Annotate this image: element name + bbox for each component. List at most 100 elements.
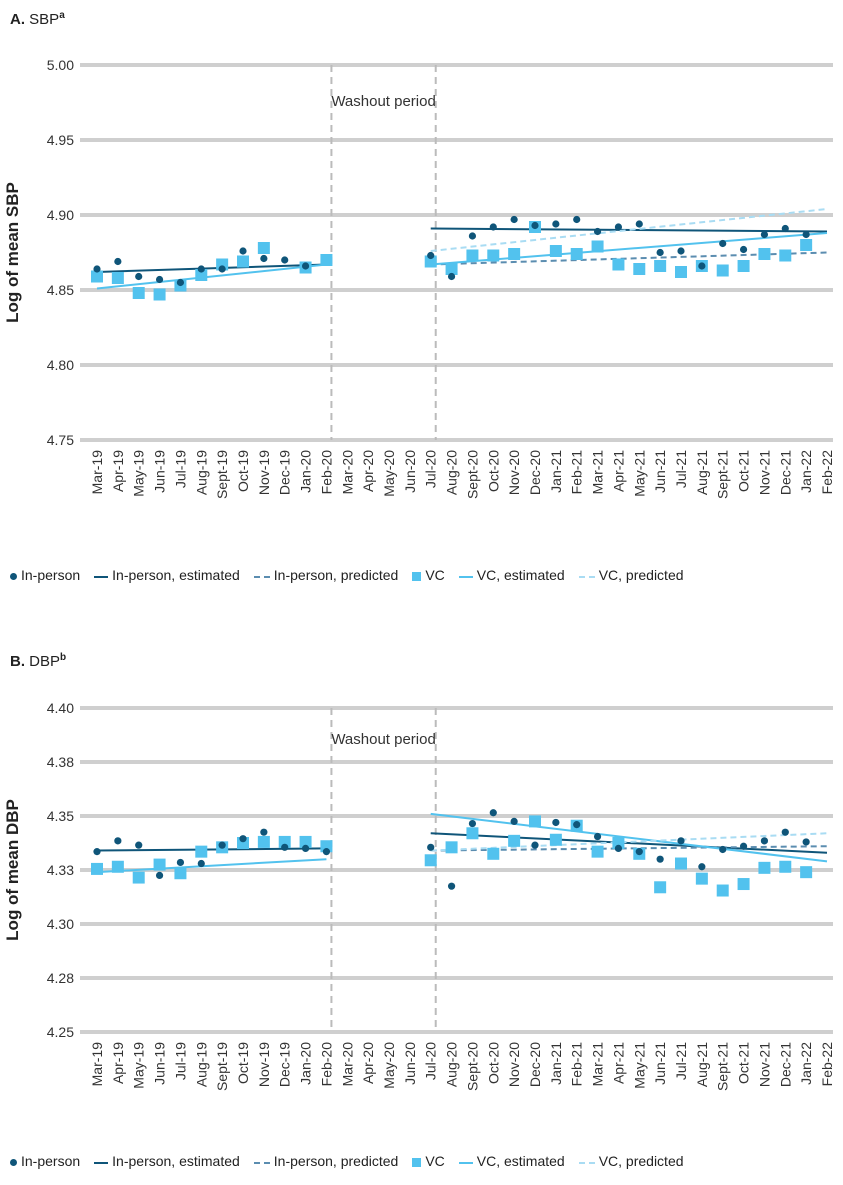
in-person-point [760,837,769,845]
vc-point [320,840,333,853]
x-tick-label: Oct-20 [485,450,501,492]
vc-point [758,248,771,260]
x-tick-label: Dec-21 [777,1042,793,1087]
in-person-point [301,844,310,852]
legend-label: In-person, predicted [273,1153,399,1170]
y-tick-label: 5.00 [47,57,74,73]
legend-swatch [458,1161,473,1164]
washout-annotation: Washout period [331,93,436,110]
x-tick-label: May-20 [381,1042,397,1089]
x-tick-label: Jan-21 [548,1042,564,1085]
x-tick-label: Jan-21 [548,450,564,493]
y-tick-label: 4.28 [47,970,74,986]
x-tick-label: Apr-21 [610,1042,626,1084]
x-tick-label: Aug-19 [193,1042,209,1087]
x-tick-label: Sept-19 [214,1042,230,1091]
in-person-point [218,265,226,273]
legend-swatch [578,575,595,578]
x-tick-label: Oct-20 [485,1042,501,1084]
x-tick-label: Sept-20 [464,450,480,499]
legend-label: VC, estimated [476,567,565,584]
x-tick-label: Apr-19 [110,1042,126,1084]
in-person-point [114,837,122,845]
legend-label: In-person, predicted [273,567,399,584]
vc-point [91,270,103,283]
x-tick-label: Dec-20 [527,1042,543,1087]
x-tick-label: Apr-19 [110,450,126,492]
legend-swatch [253,1161,270,1164]
in-person-point [531,841,539,849]
x-tick-label: Apr-20 [360,450,376,492]
legend-b: In-person In-person, estimated In-person, … [10,1152,698,1169]
in-person-point [155,275,164,284]
x-tick-label: Jul-21 [673,1042,689,1080]
y-tick-label: 4.38 [47,754,74,770]
in-person-point [468,232,477,240]
legend-swatch [253,575,270,578]
legend-label: VC [425,1153,445,1170]
legend-swatch [94,575,109,578]
vc-point [299,835,312,848]
panel-b-title: B. DBPb [10,652,66,670]
panel-a-title-text: SBP [29,11,60,28]
legend-label: In-person [21,567,81,584]
x-tick-label: Aug-20 [444,1042,460,1087]
vc-point [800,239,813,251]
vc-point [633,263,646,275]
in-person-point [781,828,789,836]
vc-point [91,862,103,875]
legend-swatch [94,1161,109,1164]
legend-label: In-person [21,1153,81,1170]
x-tick-label: Jul-20 [423,1042,439,1080]
legend-item: In-person, estimated [94,1153,240,1169]
in-person-point [135,841,143,849]
in-person-point [531,221,539,230]
in-person-point [739,245,748,254]
in-person-point [656,855,664,863]
vc-point [111,272,124,284]
in-person-point [552,818,560,827]
vc-point [675,857,687,870]
legend-item: VC [412,567,445,583]
vc-point [445,841,458,854]
in-person-point [427,251,435,260]
legend-swatch [412,572,422,582]
legend-swatch [458,575,473,578]
in-person-point [656,248,664,257]
in-person-point [593,227,602,236]
x-tick-label: Jun-20 [402,450,418,493]
panel-b-title-text: DBP [29,653,61,670]
vc-point [153,288,166,301]
vc-point [424,854,437,867]
in-person-point [239,247,247,255]
vc-point [132,287,145,299]
x-tick-label: Jan-20 [298,450,314,493]
in-person-point [739,842,748,850]
vc-point [675,266,687,278]
x-tick-label: Jun-20 [402,1042,418,1085]
in-person-point [322,848,331,856]
in-person-point [135,272,143,281]
vc-point [779,249,792,262]
dbp-chart: 4.25 4.28 4.30 4.33 4.35 4.38 4.40 Washout peri… [3,700,835,1091]
legend-item: VC, predicted [578,567,684,583]
x-tick-label: Oct-19 [235,450,251,492]
in-person-point [197,265,205,273]
y-axis-label: Log of mean SBP [3,182,22,323]
y-tick-label: 4.35 [47,808,74,824]
in-person-point [573,821,581,829]
in-person-point [447,882,456,890]
x-tick-label: Aug-21 [694,450,710,495]
vc-point [570,248,583,260]
vc-point [237,255,249,268]
x-tick-label: Jul-21 [673,450,689,488]
predicted-trend-line [430,845,828,852]
in-person-point [489,223,497,231]
x-tick-label: Mar-21 [590,1042,606,1087]
x-tick-label: Sept-21 [715,1042,731,1091]
legend-swatch [10,1159,17,1167]
legend-label: VC, predicted [598,1153,684,1170]
predicted-trend-line [430,208,828,252]
x-tick-label: Sept-21 [715,450,731,499]
in-person-point [260,828,268,836]
